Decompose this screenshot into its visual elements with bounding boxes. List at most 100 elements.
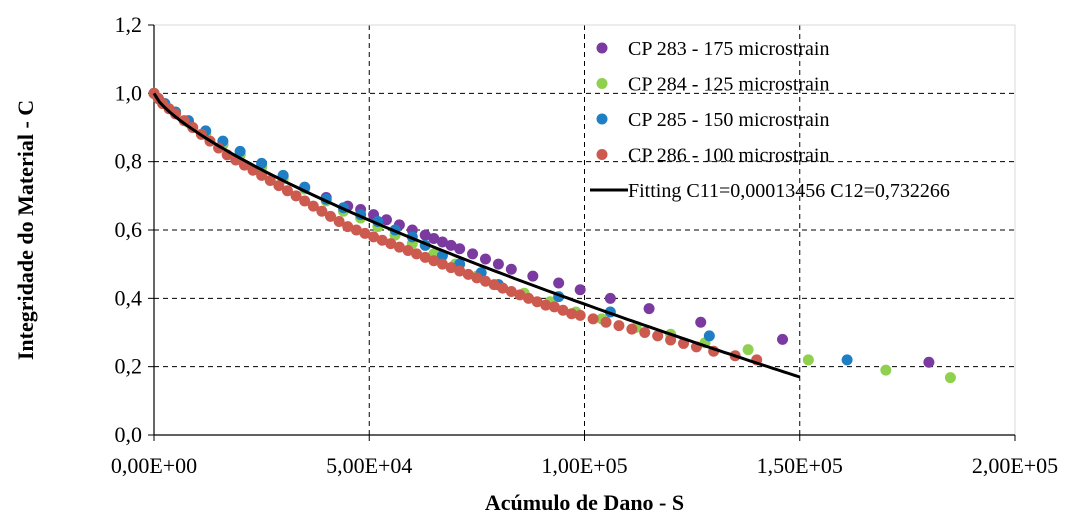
data-point <box>643 303 655 315</box>
legend-marker <box>596 149 608 160</box>
data-point <box>273 180 285 192</box>
data-point <box>281 185 293 197</box>
data-point <box>454 243 466 255</box>
data-point <box>436 236 448 248</box>
data-point <box>600 316 612 328</box>
data-point <box>531 296 543 308</box>
axes <box>148 24 1016 441</box>
data-point <box>256 157 268 169</box>
data-point <box>479 275 491 287</box>
legend-marker <box>596 78 608 89</box>
y-tick-label: 0,8 <box>115 149 143 174</box>
legend-marker <box>596 42 608 54</box>
x-tick-label: 2,00E+05 <box>972 453 1058 478</box>
data-point <box>574 284 586 296</box>
data-point <box>380 214 392 226</box>
fitting-line <box>152 92 801 379</box>
data-point <box>703 330 715 342</box>
data-point <box>944 372 956 384</box>
y-tick-label: 0,4 <box>115 285 143 310</box>
data-point <box>574 309 586 321</box>
data-point <box>368 231 380 243</box>
data-point <box>880 364 892 376</box>
data-point <box>359 227 371 239</box>
data-point <box>299 195 311 207</box>
data-point <box>492 258 504 270</box>
data-point <box>428 255 440 267</box>
data-point <box>178 115 190 127</box>
data-point <box>514 289 526 301</box>
x-tick-label: 5,00E+04 <box>326 453 412 478</box>
data-point <box>523 292 535 304</box>
data-point <box>436 258 448 270</box>
data-point <box>665 334 677 346</box>
x-tick-label: 1,50E+05 <box>757 453 843 478</box>
legend: CP 283 - 175 microstrain CP 284 - 125 mic… <box>590 38 950 202</box>
data-point <box>505 286 517 297</box>
data-point <box>604 292 616 304</box>
data-point <box>467 248 479 260</box>
x-axis-title: Acúmulo de Dano - S <box>485 490 684 515</box>
data-marks <box>148 87 956 384</box>
data-point <box>557 304 569 316</box>
data-point <box>695 316 707 328</box>
data-point <box>402 245 414 256</box>
data-point <box>264 174 276 186</box>
data-point <box>488 279 500 291</box>
data-point <box>742 344 754 356</box>
data-point <box>548 301 560 313</box>
data-point <box>342 221 354 233</box>
data-point <box>497 282 509 294</box>
data-point <box>587 313 599 325</box>
data-point <box>626 323 638 335</box>
data-point <box>479 253 491 265</box>
data-point <box>411 248 423 260</box>
data-point <box>923 356 935 368</box>
data-point <box>333 215 345 227</box>
data-point <box>234 145 246 157</box>
data-point <box>170 108 182 120</box>
legend-label: Fitting C11=0,00013456 C12=0,732266 <box>628 180 950 202</box>
data-point <box>376 234 388 246</box>
data-point <box>566 308 578 320</box>
data-point <box>290 190 302 202</box>
data-point <box>428 233 440 245</box>
data-point <box>540 299 552 311</box>
data-point <box>527 270 539 282</box>
legend-marker <box>596 113 608 125</box>
data-point <box>841 354 853 366</box>
data-point <box>505 263 517 275</box>
data-point <box>419 229 431 241</box>
data-point <box>639 327 651 338</box>
y-tick-label: 1,2 <box>115 12 143 37</box>
data-point <box>325 210 337 222</box>
data-point <box>445 239 457 251</box>
legend-label: CP 285 - 150 microstrain <box>628 109 829 131</box>
data-point <box>613 320 625 332</box>
tick-labels: 0,0 0,2 0,4 0,6 0,8 1,0 1,2 0,00E+00 5,00E+04 1,0… <box>111 12 1058 478</box>
data-point <box>316 205 328 217</box>
y-tick-label: 1,0 <box>115 80 143 105</box>
data-point <box>350 224 362 236</box>
x-tick-label: 1,00E+05 <box>541 453 627 478</box>
y-axis-title: Integridade do Material - C <box>13 100 38 360</box>
data-point <box>385 238 397 250</box>
data-point <box>454 265 466 277</box>
data-point <box>553 277 565 289</box>
data-point <box>471 272 483 284</box>
data-point <box>652 330 664 342</box>
data-point <box>419 251 431 263</box>
data-point <box>802 354 814 366</box>
y-tick-label: 0,6 <box>115 217 143 242</box>
legend-label: CP 286 - 100 microstrain <box>628 145 829 167</box>
data-point <box>462 268 474 280</box>
data-point <box>777 333 789 345</box>
x-tick-label: 0,00E+00 <box>111 453 197 478</box>
data-point <box>445 262 457 274</box>
data-point <box>307 200 319 212</box>
y-tick-label: 0,2 <box>115 354 143 379</box>
legend-label: CP 284 - 125 microstrain <box>628 74 829 96</box>
y-tick-label: 0,0 <box>115 422 143 447</box>
data-point <box>393 241 405 253</box>
